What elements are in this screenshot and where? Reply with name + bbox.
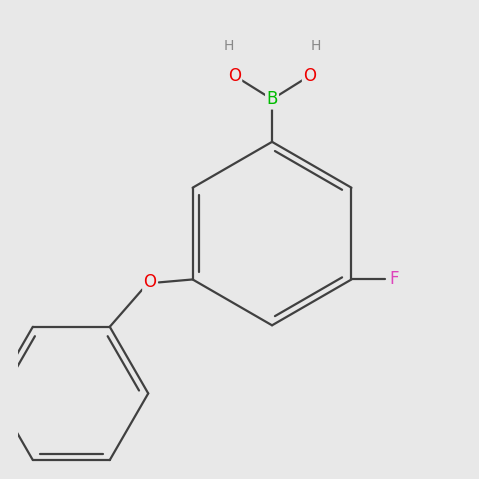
Text: B: B	[266, 90, 278, 108]
Text: H: H	[223, 39, 234, 53]
Text: H: H	[310, 39, 321, 53]
Text: F: F	[389, 271, 399, 288]
Text: O: O	[144, 274, 157, 291]
Text: O: O	[303, 67, 316, 85]
Text: O: O	[228, 67, 241, 85]
